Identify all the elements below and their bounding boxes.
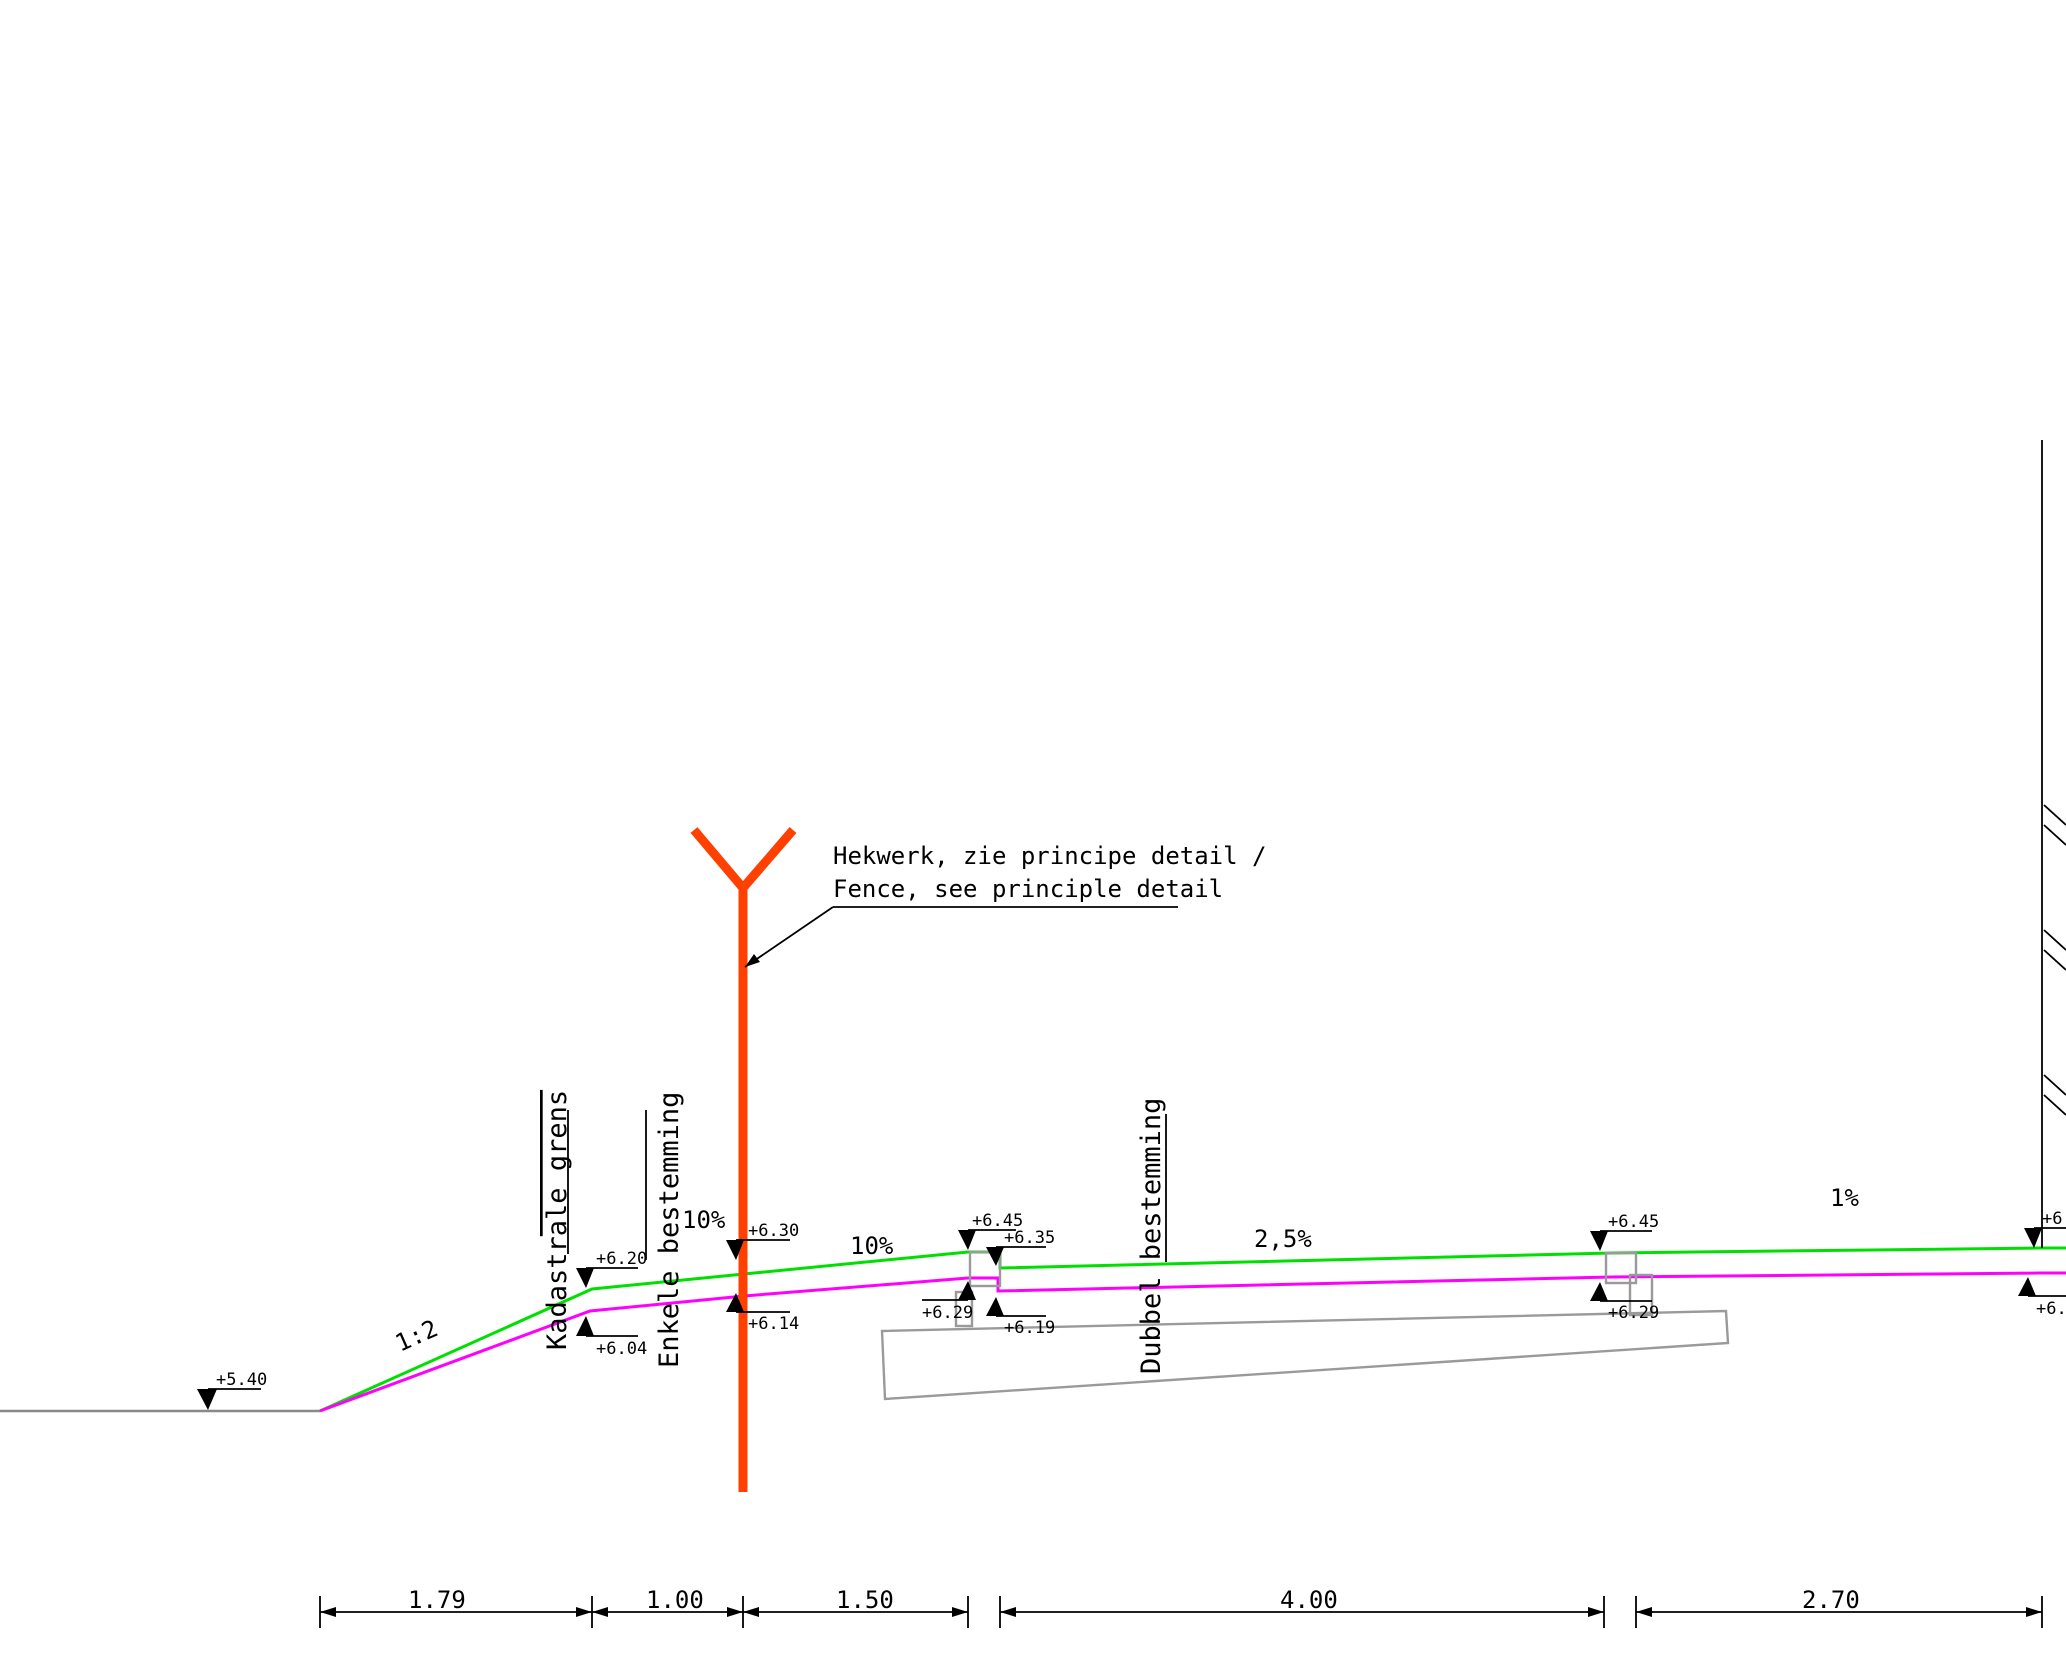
dubbel-prefix: Dubbel bbox=[1136, 1260, 1167, 1374]
svg-text:Enkele bestemming: Enkele bestemming bbox=[654, 1092, 685, 1368]
dimension-chain: 1.79 1.00 1.50 4.00 2.70 bbox=[319, 1586, 2043, 1628]
dubbel-underlined: bestemming bbox=[1136, 1098, 1167, 1261]
level-ground: +5.40 bbox=[216, 1370, 267, 1390]
level-marker-curb-right: +6.45 +6.29 bbox=[1590, 1212, 1659, 1323]
svg-text:Dubbel bestemming: Dubbel bestemming bbox=[1136, 1098, 1167, 1374]
level-kadastraal-bottom: +6.04 bbox=[596, 1339, 647, 1359]
annotation-line-2: Fence, see principle detail bbox=[833, 875, 1223, 903]
label-dubbel-bestemming: Dubbel bestemming bbox=[1136, 1098, 1167, 1374]
label-enkele-bestemming: Enkele bestemming bbox=[654, 1092, 685, 1368]
curb-detail-left bbox=[968, 1250, 1002, 1288]
slope-embankment: 1:2 bbox=[391, 1314, 442, 1357]
level-curb1-top-b: +6.35 bbox=[1004, 1228, 1055, 1248]
dimension-1: 1.79 bbox=[408, 1586, 466, 1614]
dimension-5: 2.70 bbox=[1802, 1586, 1860, 1614]
enkele-prefix: Enkele bbox=[654, 1254, 685, 1368]
fence-annotation: Hekwerk, zie principe detail / Fence, se… bbox=[744, 842, 1266, 968]
slope-road: 2,5% bbox=[1254, 1225, 1312, 1253]
slope-left-10: 10% bbox=[682, 1206, 726, 1234]
level-marker-fence: +6.30 +6.14 bbox=[726, 1221, 799, 1334]
level-curb2-bottom: +6.29 bbox=[1608, 1303, 1659, 1323]
level-curb1-bottom-b: +6.19 bbox=[1004, 1318, 1055, 1338]
level-marker-ground: +5.40 bbox=[197, 1370, 267, 1410]
fence bbox=[690, 827, 797, 1492]
annotation-line-1: Hekwerk, zie principe detail / bbox=[833, 842, 1266, 870]
curb-detail-right bbox=[1604, 1251, 1638, 1285]
subgrade-line bbox=[319, 1271, 2066, 1413]
level-fence-bottom: +6.14 bbox=[748, 1314, 799, 1334]
slope-right: 1% bbox=[1830, 1184, 1859, 1212]
level-marker-kadastraal: +6.20 +6.04 bbox=[576, 1249, 647, 1359]
slope-mid-10: 10% bbox=[850, 1232, 894, 1260]
foundation-slab bbox=[880, 1309, 1730, 1401]
level-right-bottom: +6.3 bbox=[2036, 1299, 2066, 1319]
level-fence-top: +6.30 bbox=[748, 1221, 799, 1241]
building-wall bbox=[2041, 440, 2066, 1248]
dimension-2: 1.00 bbox=[646, 1586, 704, 1614]
dimension-3: 1.50 bbox=[836, 1586, 894, 1614]
level-curb1-bottom-a: +6.29 bbox=[922, 1303, 973, 1323]
enkele-underlined: bestemming bbox=[654, 1092, 685, 1255]
dimension-4: 4.00 bbox=[1280, 1586, 1338, 1614]
level-marker-curb-left: +6.45 +6.35 +6.29 +6.19 bbox=[922, 1211, 1055, 1338]
level-curb2-top: +6.45 bbox=[1608, 1212, 1659, 1232]
level-right-top: +6. bbox=[2042, 1209, 2066, 1229]
level-curb1-top-a: +6.45 bbox=[972, 1211, 1023, 1231]
level-marker-right: +6. +6.3 bbox=[2018, 1209, 2066, 1319]
kadastrale-prefix: Kadastr bbox=[542, 1236, 573, 1350]
curb-detail-right-lower bbox=[1628, 1273, 1654, 1317]
level-kadastraal-top: +6.20 bbox=[596, 1249, 647, 1269]
